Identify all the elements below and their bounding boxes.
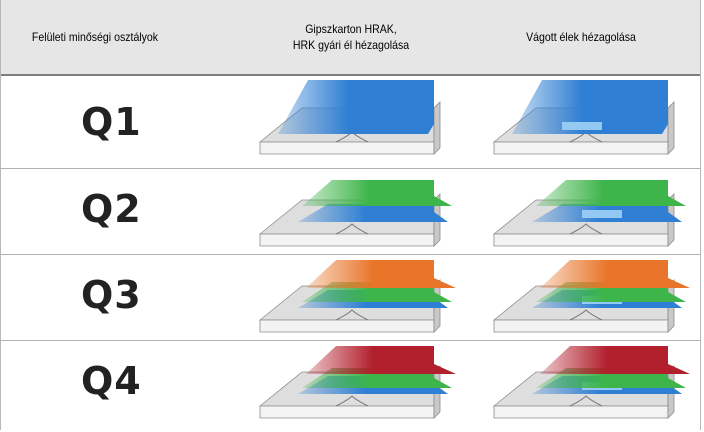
header-factory-edge: Gipszkarton HRAK, HRK gyári él hézagolás…	[263, 0, 439, 74]
board-side-face	[667, 101, 675, 155]
board-front-face	[493, 405, 669, 419]
joint-illustration	[258, 180, 452, 247]
board-front-face	[493, 141, 669, 155]
quality-label: Q2	[81, 187, 142, 231]
joint-illustration	[492, 80, 675, 155]
joint-seam	[335, 395, 369, 407]
orange-layer	[540, 260, 690, 288]
quality-label: Q1	[81, 100, 142, 144]
joint-illustration	[258, 260, 456, 333]
green-layer	[302, 180, 452, 206]
joint-tape	[582, 210, 622, 218]
header-col2-text: Gipszkarton HRAK, HRK gyári él hézagolás…	[293, 21, 409, 53]
board-front-face	[493, 233, 669, 247]
joint-seam	[569, 309, 603, 321]
board-front-face	[259, 233, 435, 247]
quality-label: Q4	[81, 359, 142, 403]
header-quality-classes: Felületi minőségi osztályok	[16, 0, 174, 74]
green-layer	[536, 180, 686, 206]
joint-illustration	[492, 346, 690, 419]
orange-layer	[306, 260, 456, 288]
header-col1-text: Felületi minőségi osztályok	[31, 30, 159, 44]
board-front-face	[259, 405, 435, 419]
table-header: Felületi minőségi osztályok Gipszkarton …	[1, 0, 700, 76]
row-q2: Q2	[1, 168, 700, 254]
joint-illustration	[258, 80, 441, 155]
joint-seam	[569, 223, 603, 235]
board-front-face	[493, 319, 669, 333]
board-front-face	[259, 141, 435, 155]
header-col2-line1: Gipszkarton HRAK,	[305, 22, 397, 36]
row-q3: Q3	[1, 254, 700, 340]
quality-label: Q3	[81, 273, 142, 317]
joint-illustration	[258, 346, 456, 419]
joint-seam	[335, 223, 369, 235]
board-side-face	[433, 101, 441, 155]
joint-illustration	[492, 180, 686, 247]
board-front-face	[259, 319, 435, 333]
joint-seam	[335, 309, 369, 321]
header-cut-edge: Vágott élek hézagolása	[493, 0, 669, 74]
row-q1: Q1	[1, 76, 700, 168]
blue-layer	[298, 204, 448, 222]
red-layer	[540, 346, 690, 374]
header-col3-text: Vágott élek hézagolása	[526, 30, 636, 44]
joint-illustration	[492, 260, 690, 333]
red-layer	[306, 346, 456, 374]
joint-tape	[562, 122, 602, 130]
blue-layer	[512, 80, 668, 134]
joint-seam	[569, 395, 603, 407]
row-q4: Q4	[1, 340, 700, 430]
blue-layer	[278, 80, 434, 134]
header-col2-line2: HRK gyári él hézagolása	[292, 38, 410, 52]
